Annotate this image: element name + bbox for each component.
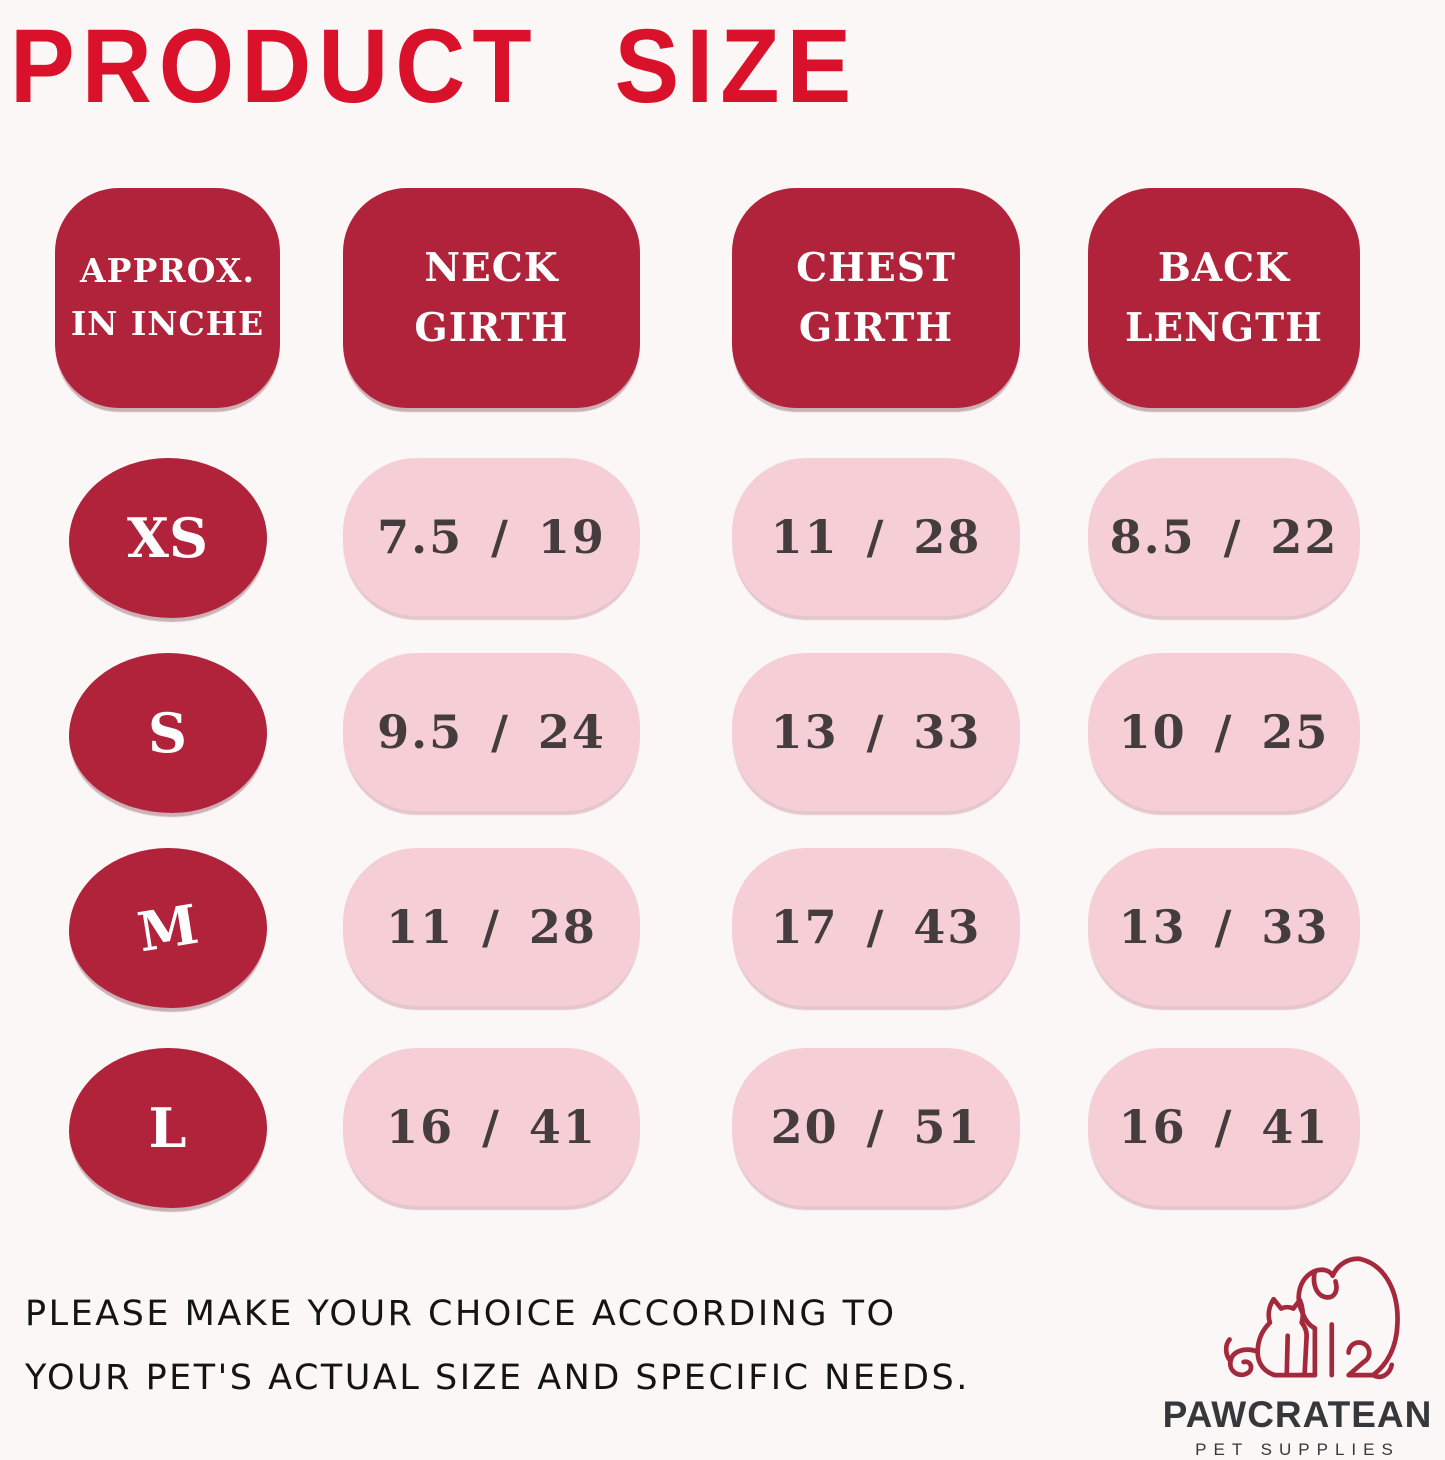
value-xs-chest: 11 / 28 [732,458,1020,616]
value-s-back: 10 / 25 [1088,653,1360,811]
size-cell: S [55,653,280,813]
size-label-xs: XS [68,458,267,618]
value-m-neck: 11 / 28 [343,848,640,1006]
size-letter: XS [127,506,208,570]
size-label-l: L [68,1048,267,1208]
header-line: GIRTH [414,305,569,351]
table-row-m: M 11 / 28 17 / 43 13 / 33 [0,848,1445,1008]
header-neck-girth: NECK GIRTH [343,188,640,408]
header-approx-in-inche: APPROX. IN INCHE [55,188,280,408]
brand-name: PAWCRATEAN [1162,1394,1433,1435]
header-back-length: BACK LENGTH [1088,188,1360,408]
header-line: GIRTH [798,305,954,351]
size-cell: XS [55,458,280,618]
size-cell: M [55,848,280,1008]
header-line: CHEST [796,244,956,291]
header-line: BACK [1157,244,1291,291]
size-cell: L [55,1048,280,1208]
table-header-row: APPROX. IN INCHE NECK GIRTH CHEST GIRTH … [0,188,1445,408]
table-row-xs: XS 7.5 / 19 11 / 28 8.5 / 22 [0,458,1445,618]
header-chest-girth: CHEST GIRTH [732,188,1020,408]
value-m-back: 13 / 33 [1088,848,1360,1006]
page-title: PRODUCT SIZE [10,7,859,125]
brand-tagline: PET SUPPLIES [1195,1440,1400,1459]
table-row-s: S 9.5 / 24 13 / 33 10 / 25 [0,653,1445,813]
table-row-l: L 16 / 41 20 / 51 16 / 41 [0,1048,1445,1208]
value-m-chest: 17 / 43 [732,848,1020,1006]
header-line: LENGTH [1125,305,1323,351]
value-l-neck: 16 / 41 [343,1048,640,1206]
size-letter: S [148,701,187,765]
value-xs-back: 8.5 / 22 [1088,458,1360,616]
value-l-back: 16 / 41 [1088,1048,1360,1206]
header-line: APPROX. [80,251,255,291]
size-label-s: S [68,653,267,813]
value-l-chest: 20 / 51 [732,1048,1020,1206]
value-xs-neck: 7.5 / 19 [343,458,640,616]
disclaimer-line-1: PLEASE MAKE YOUR CHOICE ACCORDING TO [25,1294,897,1334]
size-letter: M [132,891,203,965]
value-s-chest: 13 / 33 [732,653,1020,811]
header-line: NECK [424,244,559,291]
size-letter: L [148,1096,187,1160]
dog-and-cat-line-art-icon [1223,1256,1400,1380]
brand-logo: PAWCRATEAN PET SUPPLIES [1150,1242,1445,1460]
header-line: IN INCHE [70,304,265,343]
size-label-m: M [68,848,267,1008]
disclaimer-line-2: YOUR PET'S ACTUAL SIZE AND SPECIFIC NEED… [25,1358,970,1398]
value-s-neck: 9.5 / 24 [343,653,640,811]
